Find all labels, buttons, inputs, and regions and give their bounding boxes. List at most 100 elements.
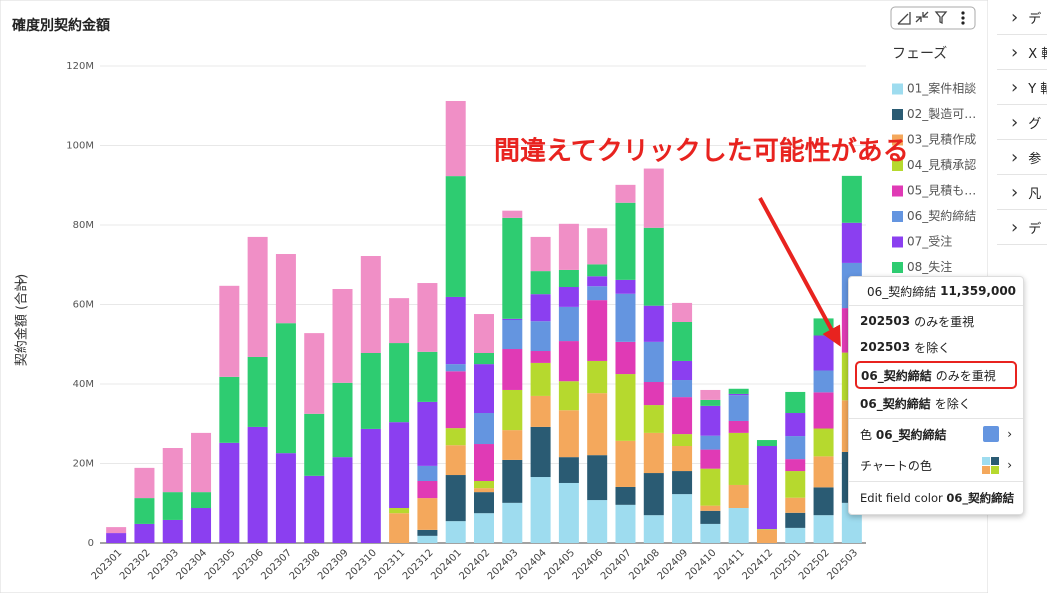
chart-color-row[interactable]: チャートの色 › (860, 456, 1012, 474)
bar-segment (445, 445, 466, 476)
swatch (983, 426, 1000, 442)
bar-segment (615, 293, 636, 342)
bar-segment (474, 513, 494, 543)
bar-segment (106, 533, 127, 543)
bar-segment (841, 175, 862, 223)
panel-label: 凡 (1028, 186, 1042, 202)
panel-label: 参 (1028, 151, 1042, 167)
bar-segment (445, 296, 466, 365)
label: を除く (934, 396, 971, 411)
bar-segment (162, 519, 183, 543)
y-label-chevron[interactable] (17, 275, 24, 287)
color-row[interactable]: 色 06_契約締結 › (849, 418, 1023, 449)
panel-item[interactable]: › グ (997, 105, 1047, 140)
bar-segment (417, 351, 438, 402)
bar-segment (785, 459, 806, 472)
legend-label: 06_契約締結 (907, 208, 976, 223)
legend-label: 03_見積作成 (907, 132, 976, 147)
y-tick-label: 0 (88, 538, 94, 549)
y-tick-label: 120M (66, 61, 94, 72)
bar-segment (134, 467, 155, 499)
label: 06_契約締結 (860, 396, 931, 411)
panel-item[interactable]: › Y 軸 (997, 70, 1047, 105)
bar-segment (474, 492, 494, 514)
bar-segment (700, 399, 721, 406)
bar-segment (134, 498, 155, 524)
label: 06_契約締結 (861, 368, 932, 383)
panel-label: グ (1028, 116, 1042, 132)
label: 202503 (860, 314, 911, 328)
menu-header: 06_契約締結 11,359,000 (849, 277, 1023, 305)
bar-segment (389, 508, 410, 514)
legend-label: 08_失注 (907, 259, 952, 274)
edit-color-row[interactable]: Edit field color 06_契約締結 (849, 481, 1023, 514)
bar-segment (672, 302, 693, 322)
bar-segment (502, 320, 523, 350)
bar-segment (445, 521, 466, 543)
bar-segment (728, 508, 749, 543)
bar-segment (445, 364, 466, 372)
menu-action[interactable]: 06_契約締結 のみを重視 (855, 361, 1017, 389)
bar-segment (643, 432, 664, 474)
panel-item[interactable]: › デ (997, 0, 1047, 35)
bar-segment (700, 449, 721, 469)
bar-segment (389, 422, 410, 509)
chevron: › (1011, 111, 1019, 133)
bar-segment (360, 428, 381, 543)
bar-segment (672, 397, 693, 435)
bar-segment (417, 498, 438, 530)
bar-segment (813, 487, 834, 516)
y-axis-label: 契約金額 (合計) (14, 274, 30, 366)
bar-segment (360, 256, 381, 353)
bar-segment (474, 352, 494, 365)
bar-segment (672, 494, 693, 543)
bar-segment (643, 473, 664, 516)
panel-item[interactable]: › 凡 (997, 175, 1047, 210)
bar-segment (700, 389, 721, 400)
toolbar-icon[interactable] (961, 11, 965, 25)
toolbar-icon[interactable] (934, 11, 948, 25)
menu-action[interactable]: 06_契約締結 を除く (849, 390, 1023, 416)
bar-segment (643, 382, 664, 406)
toolbar-icon[interactable] (897, 12, 911, 25)
panel-item[interactable]: › 参 (997, 140, 1047, 175)
chevron: › (1011, 181, 1019, 203)
bar-segment (389, 513, 410, 543)
bar-segment (643, 168, 664, 228)
bar-segment (700, 435, 721, 450)
bar-segment (587, 228, 608, 265)
bar-segment (530, 236, 551, 272)
bar-segment (474, 488, 494, 493)
bar-segment (813, 392, 834, 429)
toolbar-icon[interactable] (915, 11, 929, 23)
panel-item[interactable]: › X 軸 (997, 35, 1047, 70)
bar-segment (813, 370, 834, 393)
label: のみを重視 (935, 368, 996, 383)
bar-segment (417, 480, 438, 499)
bar-segment (841, 222, 862, 263)
bar-segment (162, 447, 183, 493)
chevron: › (1011, 76, 1019, 98)
bar-segment (530, 351, 551, 363)
menu-action[interactable]: 202503 を除く (849, 334, 1023, 360)
panel-item[interactable]: › デ (997, 210, 1047, 245)
bar-segment (502, 318, 523, 321)
bar-segment (275, 453, 296, 543)
bar-segment (502, 389, 523, 431)
bar-segment (587, 286, 608, 301)
menu-action[interactable]: 202503 のみを重視 (849, 308, 1023, 334)
bar-segment (162, 492, 183, 520)
bar-segment (615, 202, 636, 280)
bar-segment (360, 352, 381, 429)
bar-segment (332, 382, 353, 458)
bar-segment (643, 341, 664, 383)
toolbar (890, 6, 976, 30)
annotation-arrow (758, 197, 841, 347)
bar-segment (615, 184, 636, 203)
legend-swatch (892, 134, 903, 146)
bar-segment (530, 271, 551, 295)
bar-segment (304, 333, 325, 414)
bar-segment (700, 468, 721, 506)
bar-segment (389, 298, 410, 344)
bar-segment (445, 428, 466, 446)
